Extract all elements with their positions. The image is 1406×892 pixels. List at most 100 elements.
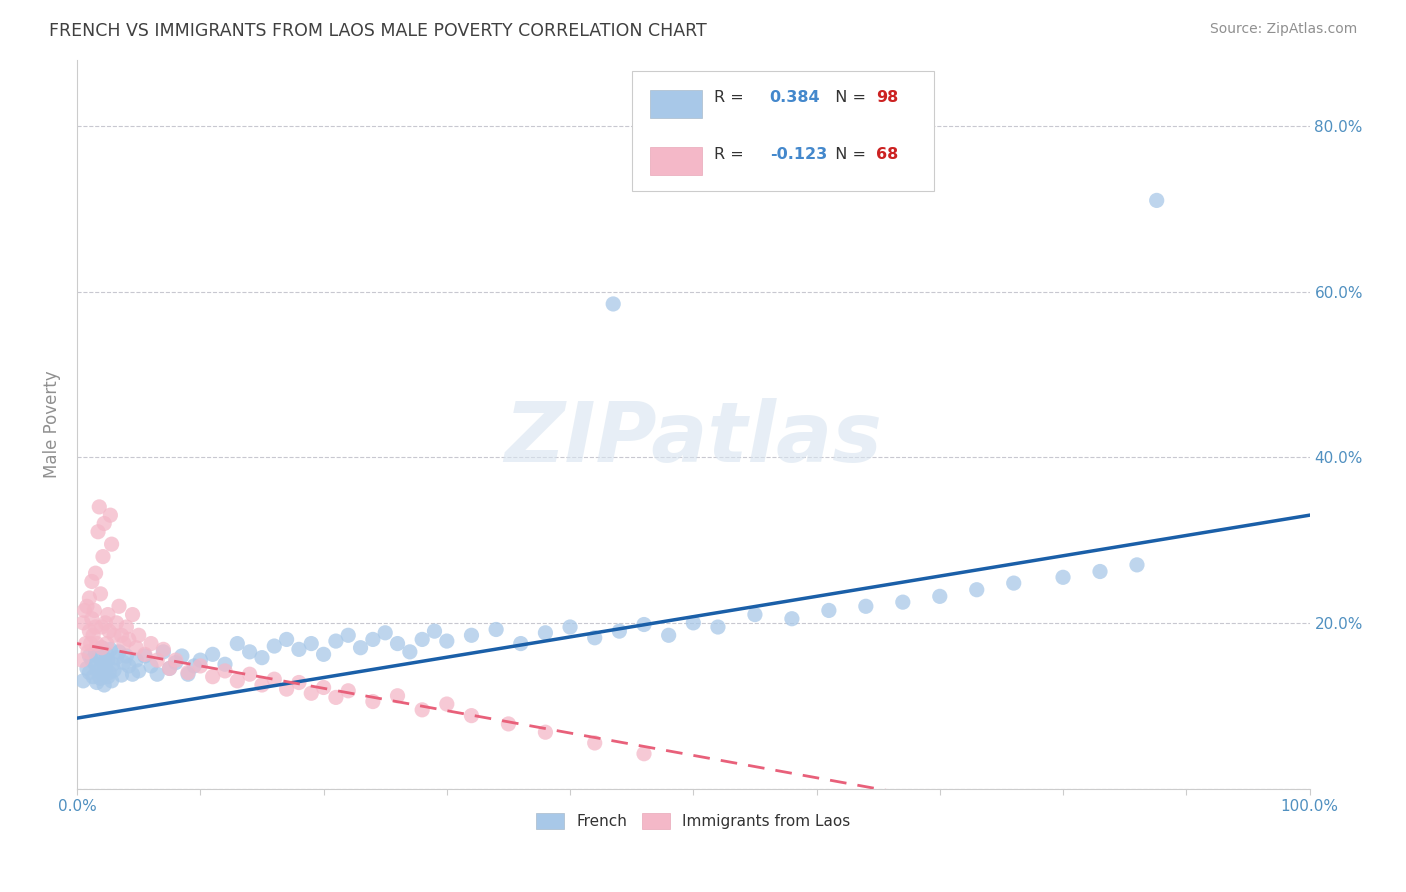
Point	[177, 667, 200, 681]
Point	[250, 678, 273, 692]
Point	[110, 668, 132, 682]
Point	[84, 566, 107, 581]
Point	[93, 656, 115, 670]
Point	[80, 574, 103, 589]
Point	[103, 628, 125, 642]
Point	[170, 648, 193, 663]
Point	[263, 672, 285, 686]
Point	[299, 636, 322, 650]
Point	[97, 670, 120, 684]
Point	[83, 603, 105, 617]
Point	[108, 599, 131, 614]
Point	[121, 607, 143, 622]
Point	[1088, 565, 1111, 579]
Point	[239, 667, 262, 681]
FancyBboxPatch shape	[650, 147, 702, 175]
Point	[80, 653, 103, 667]
Point	[121, 667, 143, 681]
Point	[76, 661, 98, 675]
Point	[855, 599, 877, 614]
Point	[337, 683, 360, 698]
Text: N =: N =	[825, 147, 872, 161]
Point	[436, 634, 458, 648]
Point	[1002, 576, 1025, 591]
Point	[96, 648, 118, 662]
Point	[90, 640, 112, 655]
Point	[79, 665, 101, 680]
Point	[94, 661, 117, 675]
Point	[337, 628, 360, 642]
Point	[91, 667, 114, 681]
Point	[76, 599, 98, 614]
Point	[98, 624, 121, 639]
Point	[188, 659, 211, 673]
Text: 98: 98	[876, 90, 898, 105]
Point	[609, 624, 631, 639]
Point	[226, 636, 249, 650]
Point	[558, 620, 581, 634]
Point	[94, 615, 117, 630]
Point	[436, 697, 458, 711]
Point	[73, 603, 96, 617]
Point	[101, 657, 124, 672]
Point	[128, 628, 150, 642]
Point	[146, 667, 169, 681]
Point	[112, 656, 135, 670]
Point	[602, 297, 624, 311]
Point	[534, 625, 557, 640]
Text: N =: N =	[825, 90, 872, 105]
Point	[98, 642, 121, 657]
Point	[100, 537, 122, 551]
Point	[165, 653, 187, 667]
Point	[214, 664, 236, 678]
Point	[361, 694, 384, 708]
Point	[201, 670, 224, 684]
Point	[96, 636, 118, 650]
Point	[398, 645, 420, 659]
Point	[84, 620, 107, 634]
Point	[152, 645, 174, 659]
Point	[139, 636, 162, 650]
Point	[299, 686, 322, 700]
Y-axis label: Male Poverty: Male Poverty	[44, 370, 60, 478]
Point	[72, 673, 94, 688]
Point	[276, 682, 298, 697]
Text: 0.384: 0.384	[769, 90, 820, 105]
Point	[159, 661, 181, 675]
Point	[87, 664, 110, 678]
Point	[105, 650, 128, 665]
Point	[79, 636, 101, 650]
Point	[89, 500, 111, 514]
Point	[250, 650, 273, 665]
Point	[818, 603, 841, 617]
Point	[139, 659, 162, 673]
Point	[79, 591, 101, 605]
Point	[134, 648, 156, 663]
Point	[966, 582, 988, 597]
FancyBboxPatch shape	[650, 90, 702, 118]
Point	[118, 659, 141, 673]
Point	[239, 645, 262, 659]
Point	[460, 708, 482, 723]
Point	[110, 628, 132, 642]
Point	[100, 673, 122, 688]
Point	[1146, 194, 1168, 208]
Point	[780, 612, 803, 626]
Point	[201, 648, 224, 662]
Point	[226, 673, 249, 688]
Point	[928, 590, 950, 604]
Point	[97, 653, 120, 667]
Point	[633, 747, 655, 761]
Point	[72, 615, 94, 630]
Point	[115, 648, 138, 663]
Point	[75, 636, 97, 650]
Point	[152, 642, 174, 657]
Text: Source: ZipAtlas.com: Source: ZipAtlas.com	[1209, 22, 1357, 37]
Point	[89, 671, 111, 685]
Point	[583, 631, 606, 645]
Point	[361, 632, 384, 647]
Point	[387, 689, 409, 703]
Point	[534, 725, 557, 739]
Point	[658, 628, 681, 642]
Point	[89, 587, 111, 601]
